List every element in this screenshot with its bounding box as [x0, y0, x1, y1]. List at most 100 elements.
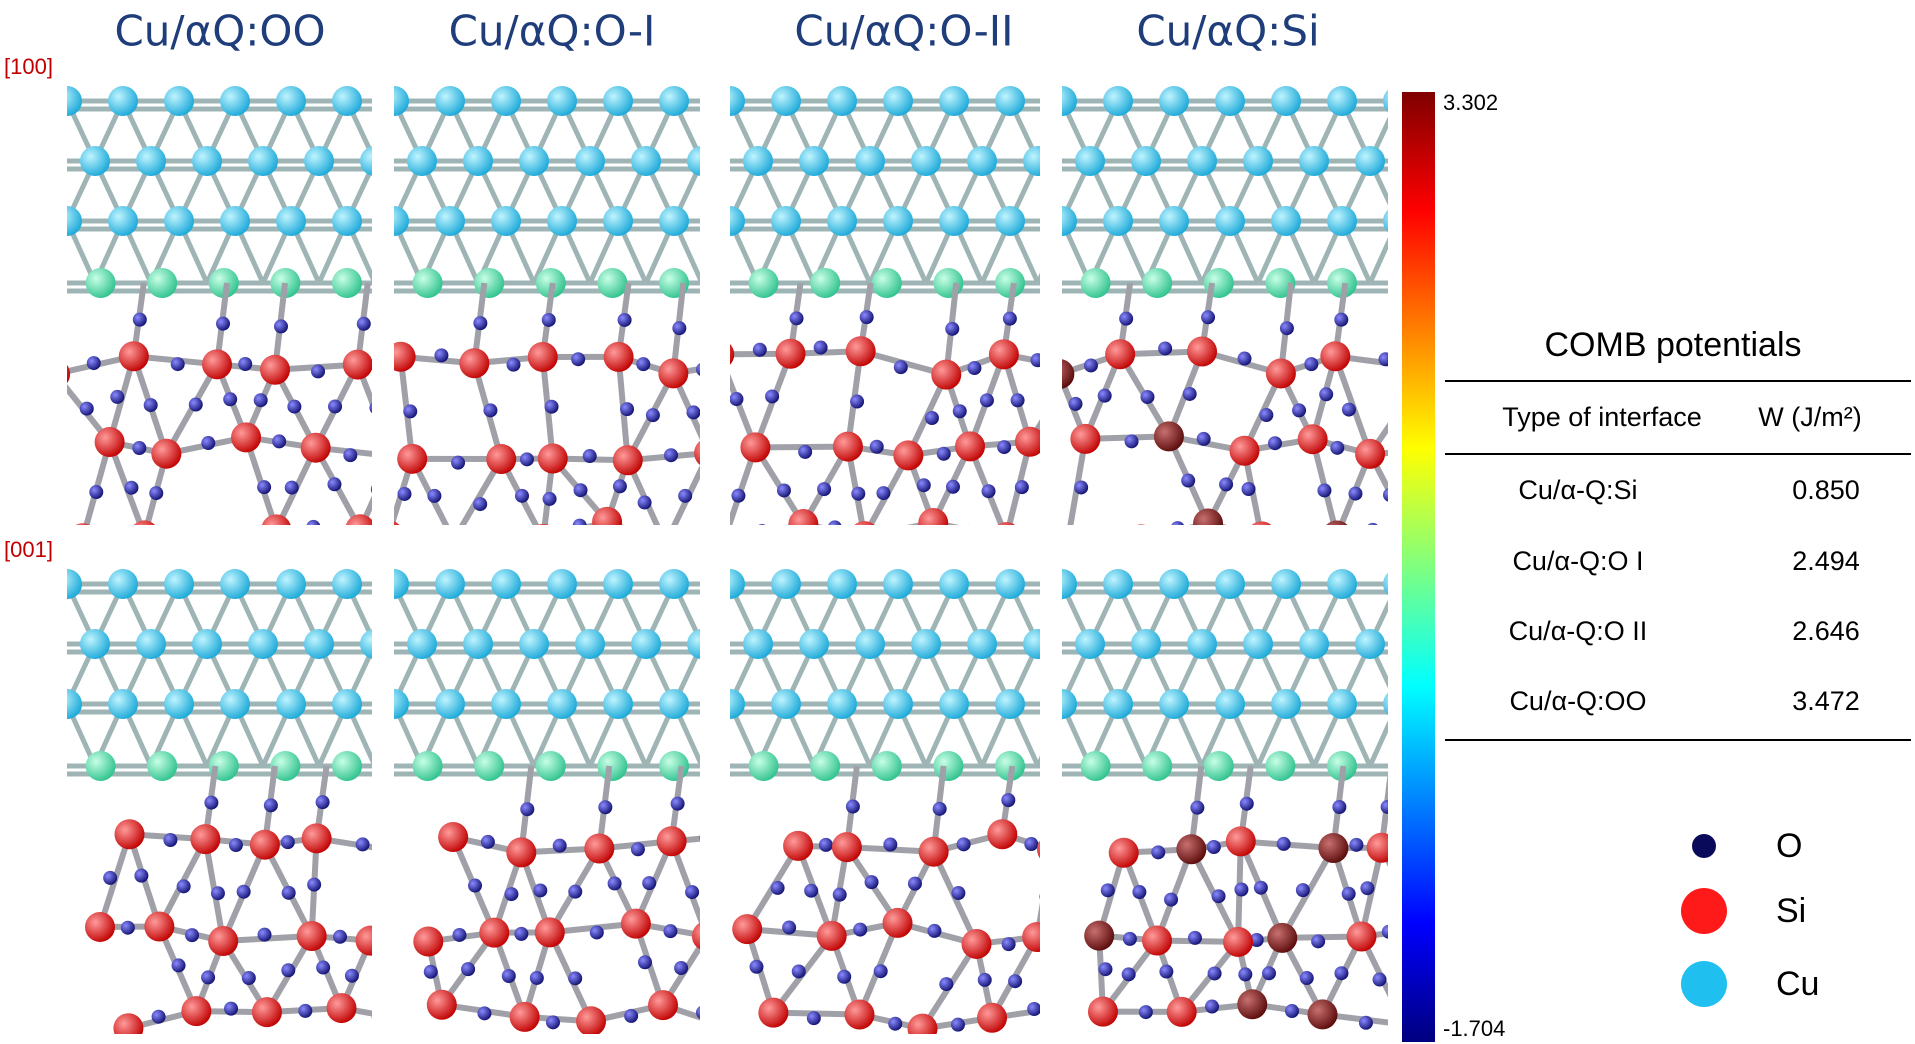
- si-atom: [1318, 833, 1348, 863]
- o-atom: [685, 885, 699, 899]
- cu-interface-atom: [810, 751, 840, 781]
- o-atom: [1008, 974, 1022, 988]
- cu-atom: [1299, 629, 1329, 659]
- cu-interface-atom: [24, 268, 54, 298]
- si-atom: [427, 990, 457, 1020]
- si-atom: [327, 993, 357, 1023]
- cu-atom: [1131, 629, 1161, 659]
- o-atom: [533, 883, 547, 897]
- table-title: COMB potentials: [1545, 326, 1802, 364]
- cu-atom: [360, 146, 390, 176]
- o-atom: [223, 392, 237, 406]
- si-atom: [1053, 525, 1083, 555]
- si-atom: [883, 908, 913, 938]
- cu-atom: [24, 629, 54, 659]
- o-atom: [945, 322, 959, 336]
- cu-atom: [547, 206, 577, 236]
- o-atom: [1151, 845, 1165, 859]
- bond: [39, 704, 67, 766]
- o-atom: [961, 525, 975, 539]
- o-atom: [1296, 883, 1310, 897]
- si-atom: [1044, 359, 1074, 389]
- o-atom: [483, 403, 497, 417]
- si-atom: [1142, 926, 1172, 956]
- bond: [1085, 460, 1123, 533]
- colorbar-min: -1.704: [1443, 1016, 1505, 1041]
- bond: [454, 539, 543, 540]
- si-atom: [95, 427, 125, 457]
- o-atom: [180, 537, 194, 551]
- o-atom: [242, 971, 256, 985]
- si-atom: [1193, 509, 1223, 539]
- si-atom: [129, 520, 159, 550]
- table-header: W (J/m²): [1758, 402, 1861, 432]
- o-atom: [1049, 964, 1063, 978]
- si-atom: [648, 990, 678, 1020]
- row-label: [100]: [4, 54, 53, 79]
- si-atom: [535, 917, 565, 947]
- cu-atom: [52, 206, 82, 236]
- o-atom: [646, 408, 660, 422]
- o-atom: [1068, 397, 1082, 411]
- cu-atom: [631, 629, 661, 659]
- o-atom: [1382, 925, 1396, 939]
- legend-label: Si: [1776, 892, 1806, 930]
- o-atom: [343, 448, 357, 462]
- cu-atom: [1047, 689, 1077, 719]
- cu-interface-atom: [749, 751, 779, 781]
- o-atom: [546, 1015, 560, 1029]
- structure-panel: [646, 86, 1137, 559]
- bond: [702, 101, 730, 161]
- si-atom: [1267, 923, 1297, 953]
- bond: [702, 101, 730, 161]
- si-atom: [1070, 518, 1100, 548]
- bond: [426, 367, 439, 449]
- o-atom: [89, 485, 103, 499]
- o-atom: [383, 973, 397, 987]
- o-atom: [357, 317, 371, 331]
- o-atom: [216, 317, 230, 331]
- cu-atom: [743, 629, 773, 659]
- si-atom: [202, 349, 232, 379]
- cu-atom: [1327, 689, 1357, 719]
- bond: [450, 855, 463, 939]
- o-atom: [1159, 965, 1173, 979]
- o-atom: [819, 838, 833, 852]
- si-atom: [250, 830, 280, 860]
- bond: [1038, 584, 1066, 644]
- cu-atom: [883, 689, 913, 719]
- si-atom: [68, 523, 98, 553]
- si-atom: [397, 444, 427, 474]
- o-atom: [298, 1004, 312, 1018]
- o-atom: [520, 452, 534, 466]
- si-atom: [846, 336, 876, 366]
- cu-atom: [1271, 569, 1301, 599]
- o-atom: [712, 399, 726, 413]
- bond: [39, 644, 67, 704]
- cu-atom: [248, 629, 278, 659]
- o-atom: [264, 798, 278, 812]
- si-atom: [704, 339, 734, 369]
- o-atom: [1254, 881, 1268, 895]
- o-atom: [185, 928, 199, 942]
- o-atom: [468, 879, 482, 893]
- si-atom: [396, 1005, 426, 1035]
- bond: [39, 221, 67, 283]
- cu-atom: [407, 629, 437, 659]
- cu-atom: [995, 86, 1025, 116]
- cu-atom: [1355, 629, 1385, 659]
- cu-atom: [883, 206, 913, 236]
- o-atom: [237, 885, 251, 899]
- o-atom: [1119, 312, 1133, 326]
- structure-panel: [310, 86, 786, 559]
- bond: [1068, 539, 1141, 540]
- o-atom: [553, 839, 567, 853]
- o-atom: [1207, 840, 1221, 854]
- si-atom: [719, 1014, 749, 1044]
- bond: [39, 161, 67, 221]
- cu-atom: [491, 569, 521, 599]
- o-atom: [1132, 885, 1146, 899]
- cu-atom: [164, 86, 194, 116]
- o-atom: [274, 319, 288, 333]
- o-atom: [1285, 1004, 1299, 1018]
